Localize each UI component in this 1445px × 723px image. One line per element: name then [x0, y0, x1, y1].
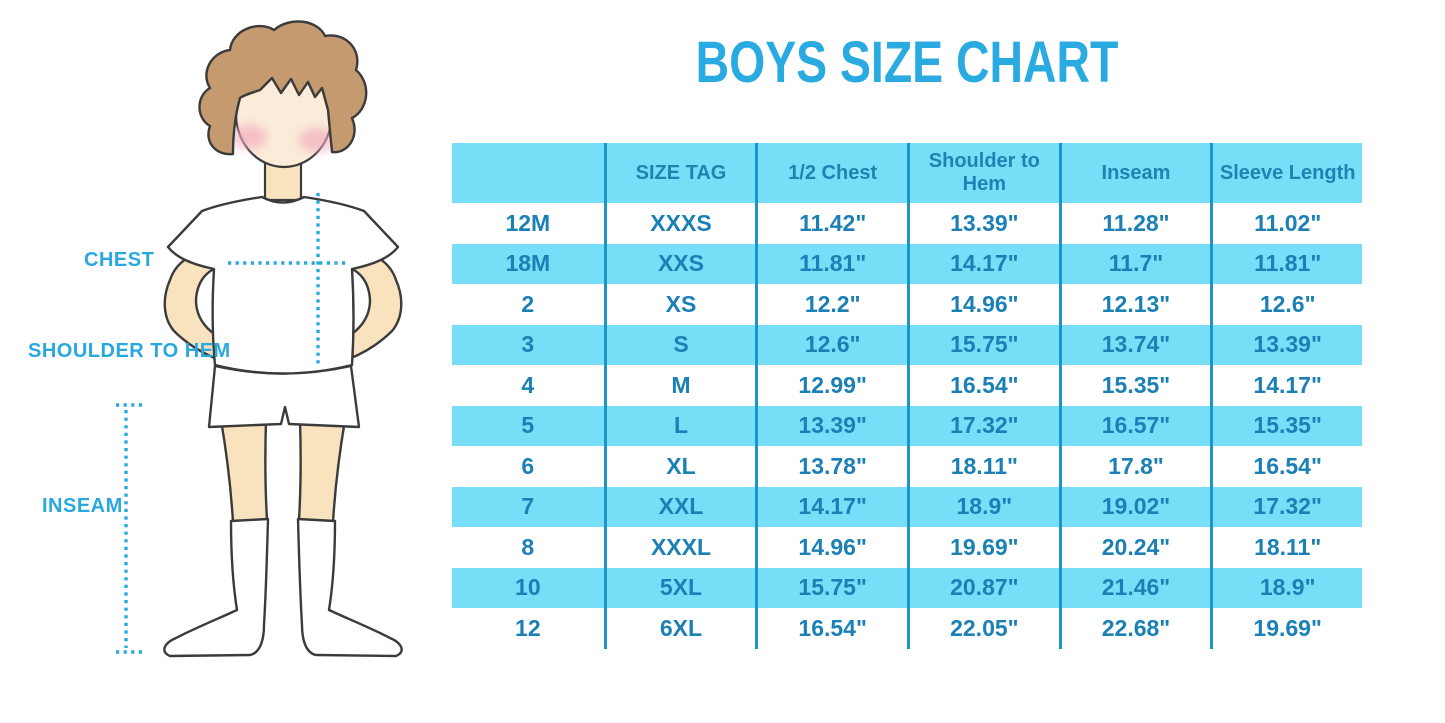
left-sock	[163, 517, 270, 658]
column-header: Inseam	[1058, 143, 1211, 203]
value-cell: 12.6"	[755, 324, 907, 365]
value-cell: M	[603, 365, 756, 406]
value-cell: 16.54"	[755, 608, 907, 649]
value-cell: 13.39"	[1210, 324, 1362, 365]
value-cell: XXXL	[603, 527, 756, 568]
value-cell: 18.9"	[907, 486, 1059, 527]
value-cell: 12.6"	[1210, 284, 1362, 325]
value-cell: XXL	[603, 486, 756, 527]
value-cell: 20.87"	[907, 567, 1059, 608]
size-cell: 3	[452, 324, 604, 365]
value-cell: S	[603, 324, 756, 365]
value-cell: XXXS	[603, 203, 756, 244]
size-cell: 12M	[452, 203, 604, 244]
value-cell: 14.96"	[907, 284, 1059, 325]
value-cell: 18.11"	[907, 446, 1059, 487]
value-cell: 6XL	[603, 608, 756, 649]
size-cell: 8	[452, 527, 604, 568]
left-leg	[219, 418, 269, 524]
value-cell: 18.11"	[1210, 527, 1362, 568]
value-cell: 16.57"	[1058, 405, 1211, 446]
value-cell: 11.7"	[1058, 243, 1211, 284]
value-cell: L	[603, 405, 756, 446]
value-cell: 15.75"	[755, 567, 907, 608]
value-cell: 12.13"	[1058, 284, 1211, 325]
value-cell: XL	[603, 446, 756, 487]
value-cell: 17.32"	[1210, 486, 1362, 527]
value-cell: 13.39"	[907, 203, 1059, 244]
value-cell: 20.24"	[1058, 527, 1211, 568]
value-cell: XS	[603, 284, 756, 325]
value-cell: 14.96"	[755, 527, 907, 568]
value-cell: 17.32"	[907, 405, 1059, 446]
value-cell: 11.81"	[755, 243, 907, 284]
value-cell: 16.54"	[1210, 446, 1362, 487]
page-title: BOYS SIZE CHART	[695, 30, 1119, 95]
left-arm	[163, 248, 227, 361]
size-cell: 4	[452, 365, 604, 406]
value-cell: 17.8"	[1058, 446, 1211, 487]
left-cheek-blush	[231, 125, 267, 149]
column-header: Shoulder to Hem	[907, 143, 1059, 203]
value-cell: XXS	[603, 243, 756, 284]
value-cell: 22.05"	[907, 608, 1059, 649]
value-cell: 19.69"	[907, 527, 1059, 568]
shorts	[207, 364, 361, 429]
hair	[198, 20, 368, 156]
size-cell: 6	[452, 446, 604, 487]
value-cell: 14.17"	[1210, 365, 1362, 406]
value-cell: 15.35"	[1058, 365, 1211, 406]
inseam-label: INSEAM	[42, 495, 123, 517]
value-cell: 22.68"	[1058, 608, 1211, 649]
value-cell: 5XL	[603, 567, 756, 608]
value-cell: 13.39"	[755, 405, 907, 446]
value-cell: 11.81"	[1210, 243, 1362, 284]
column-header: SIZE TAG	[603, 143, 756, 203]
size-cell: 18M	[452, 243, 604, 284]
value-cell: 13.74"	[1058, 324, 1211, 365]
value-cell: 12.99"	[755, 365, 907, 406]
chest-label: CHEST	[84, 249, 155, 271]
value-cell: 11.28"	[1058, 203, 1211, 244]
value-cell: 11.02"	[1210, 203, 1362, 244]
size-cell: 7	[452, 486, 604, 527]
size-chart-table: SIZE TAG 1/2 Chest Shoulder to Hem Inseam Sl…	[452, 143, 1362, 649]
right-cheek-blush	[299, 128, 335, 152]
value-cell: 21.46"	[1058, 567, 1211, 608]
value-cell: 19.69"	[1210, 608, 1362, 649]
t-shirt	[166, 195, 400, 375]
right-arm	[339, 248, 403, 361]
size-cell: 5	[452, 405, 604, 446]
value-cell: 15.35"	[1210, 405, 1362, 446]
size-cell: 12	[452, 608, 604, 649]
value-cell: 11.42"	[755, 203, 907, 244]
value-cell: 15.75"	[907, 324, 1059, 365]
value-cell: 12.2"	[755, 284, 907, 325]
boy-measurement-figure: CHEST SHOULDER TO HEM INSEAM	[0, 0, 452, 723]
shoulder-to-hem-label: SHOULDER TO HEM	[28, 340, 231, 362]
size-cell: 10	[452, 567, 604, 608]
size-cell: 2	[452, 284, 604, 325]
boy-illustration	[116, 20, 403, 658]
value-cell: 19.02"	[1058, 486, 1211, 527]
column-header: Sleeve Length	[1210, 143, 1362, 203]
column-header	[452, 143, 604, 203]
column-header: 1/2 Chest	[755, 143, 907, 203]
right-leg	[297, 418, 347, 524]
value-cell: 18.9"	[1210, 567, 1362, 608]
value-cell: 16.54"	[907, 365, 1059, 406]
right-sock	[296, 517, 403, 658]
value-cell: 14.17"	[907, 243, 1059, 284]
value-cell: 13.78"	[755, 446, 907, 487]
value-cell: 14.17"	[755, 486, 907, 527]
